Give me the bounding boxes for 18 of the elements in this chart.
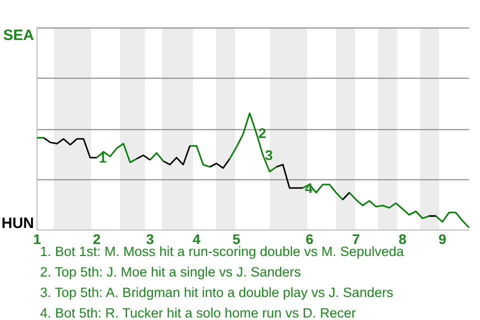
annotation: 2 — [258, 124, 266, 141]
annotation: 1 — [98, 150, 107, 166]
text: 4. Bot 5th: R. Tucker hit a solo home run vs D. Recer — [40, 306, 356, 320]
x-tick-label: 2 — [92, 231, 101, 247]
x-tick-label: 4 — [192, 231, 201, 247]
text: HUN — [2, 215, 34, 232]
x-tick-label: 7 — [352, 231, 360, 247]
text: SEA — [3, 27, 34, 44]
text: 3. Top 5th: A. Bridgman hit into a double play vs J. Sanders — [40, 285, 394, 300]
annotation: 3 — [264, 147, 273, 164]
x-tick-label: 9 — [438, 231, 447, 247]
x-tick-label: 8 — [398, 231, 407, 247]
x-tick-label: 6 — [306, 231, 314, 247]
x-tick-label: 5 — [232, 231, 240, 247]
x-tick-label: 3 — [146, 231, 154, 247]
text: 2. Top 5th: J. Moe hit a single vs J. Sanders — [40, 264, 302, 280]
text: 1. Bot 1st: M. Moss hit a run-scoring double vs M. Sepulveda — [40, 244, 404, 259]
x-tick-label: 1 — [33, 231, 42, 247]
